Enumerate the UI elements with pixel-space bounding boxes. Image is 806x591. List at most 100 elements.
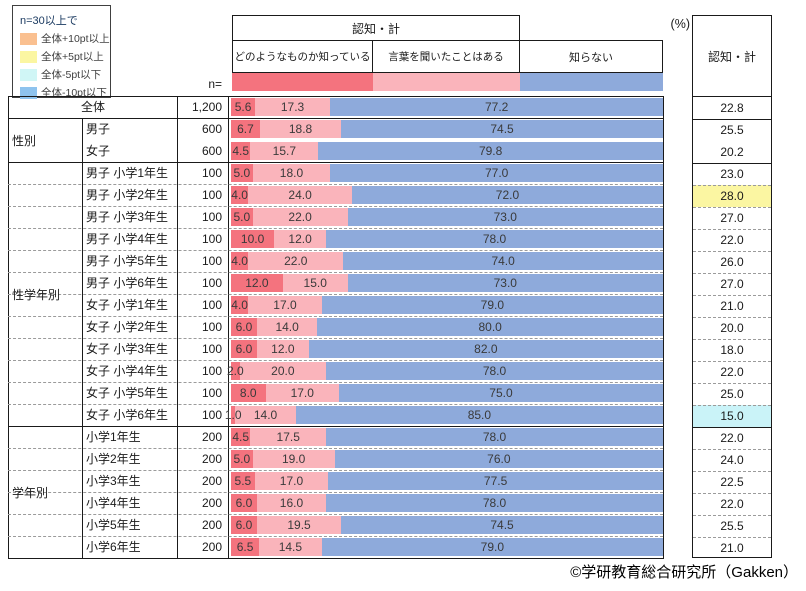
total-value-cell: 27.0 <box>720 211 744 225</box>
bar-segment-unknown: 77.0 <box>330 164 663 182</box>
total-value-cell: 23.0 <box>720 167 744 181</box>
bar-value-label: 74.5 <box>490 518 514 532</box>
row-n-value: 100 <box>201 188 222 202</box>
total-value-cell: 20.0 <box>720 321 744 335</box>
bar-segment-heard: 14.0 <box>235 406 296 424</box>
bar-value-label: 17.0 <box>273 298 297 312</box>
bar-value-label: 82.0 <box>474 342 498 356</box>
bar-segment-unknown: 79.8 <box>318 142 663 160</box>
row-separator <box>8 316 663 317</box>
bar-segment-heard: 17.5 <box>250 428 327 446</box>
bar-segment-unknown: 85.0 <box>295 406 663 424</box>
row-label: 男子 小学5年生 <box>86 254 169 268</box>
total-value-cell: 22.0 <box>720 365 744 379</box>
legend-swatch <box>20 68 37 81</box>
n-equals-label: n= <box>208 77 222 91</box>
row-separator <box>8 382 663 383</box>
row-label: 女子 小学5年生 <box>86 386 169 400</box>
legend-box: n=30以上で 全体+10pt以上 全体+5pt以上 全体-5pt以下 全体-10pt… <box>12 5 111 99</box>
bar-value-label: 19.0 <box>281 452 306 466</box>
row-separator <box>8 206 663 207</box>
bar-value-label: 5.5 <box>234 474 252 488</box>
total-value-cell: 22.0 <box>720 431 744 445</box>
row-separator <box>8 470 663 471</box>
bar-segment-known: 4.5 <box>231 428 251 446</box>
series-color-strip <box>232 73 663 91</box>
bar-value-label: 76.0 <box>487 452 511 466</box>
row-label: 全体 <box>80 100 105 114</box>
stacked-bar: 5.0 18.0 77.0 <box>231 164 663 182</box>
bar-value-label: 78.0 <box>482 232 507 246</box>
bar-value-label: 79.0 <box>480 540 505 554</box>
row-n-value: 200 <box>201 430 222 444</box>
stacked-bar: 6.7 18.8 74.5 <box>231 120 663 138</box>
bar-segment-heard: 18.8 <box>259 120 342 138</box>
copyright-text: ©学研教育総合研究所（Gakken） <box>570 564 798 581</box>
bar-value-label: 15.7 <box>272 144 297 158</box>
column-header-heard: 言葉を聞いたことはある <box>372 40 520 73</box>
group-label: 性別 <box>12 133 37 148</box>
row-n-value: 100 <box>201 386 222 400</box>
row-label: 女子 小学4年生 <box>86 364 169 378</box>
row-separator <box>693 207 771 208</box>
bar-segment-known: 1.0 <box>225 406 242 424</box>
total-value-cell: 25.5 <box>720 123 744 137</box>
row-n-value: 100 <box>201 320 222 334</box>
grid-line <box>663 96 664 558</box>
bar-segment-unknown: 82.0 <box>308 340 663 358</box>
row-n-value: 200 <box>201 496 222 510</box>
grid-line <box>177 96 178 558</box>
row-separator <box>8 404 663 405</box>
bar-value-label: 12.0 <box>271 342 295 356</box>
bar-value-label: 77.2 <box>484 100 509 114</box>
bar-value-label: 79.0 <box>480 298 505 312</box>
bar-segment-unknown: 74.0 <box>343 252 663 270</box>
row-n-value: 100 <box>201 166 222 180</box>
bar-value-label: 6.0 <box>235 518 253 532</box>
legend-item: 全体+10pt以上 <box>20 32 110 45</box>
strip-segment-heard <box>373 73 520 91</box>
bar-segment-heard: 14.0 <box>256 318 318 336</box>
row-n-value: 100 <box>201 364 222 378</box>
row-n-value: 100 <box>201 232 222 246</box>
row-label: 女子 小学6年生 <box>86 408 169 422</box>
bar-value-label: 24.0 <box>288 188 312 202</box>
stacked-bar: 5.0 22.0 73.0 <box>231 208 663 226</box>
bar-value-label: 15.0 <box>303 276 327 290</box>
stacked-bar: 1.0 14.0 85.0 <box>225 406 663 424</box>
total-value-cell: 25.5 <box>720 519 744 533</box>
bar-value-label: 73.0 <box>493 276 517 290</box>
bar-segment-heard: 22.0 <box>248 252 344 270</box>
grid-line <box>8 96 9 558</box>
bar-value-label: 14.5 <box>278 540 303 554</box>
bar-value-label: 16.0 <box>279 496 304 510</box>
total-value-cell: 22.8 <box>720 101 744 115</box>
row-label: 女子 <box>86 144 111 158</box>
group-label: 性学年別 <box>12 287 61 302</box>
bar-segment-unknown: 78.0 <box>326 230 663 248</box>
bar-value-label: 8.0 <box>239 386 257 400</box>
row-label: 男子 小学3年生 <box>86 210 169 224</box>
stacked-bar: 6.0 16.0 78.0 <box>231 494 663 512</box>
stacked-bar: 5.0 19.0 76.0 <box>231 450 663 468</box>
bar-value-label: 2.0 <box>226 364 244 378</box>
row-n-value: 600 <box>201 122 222 136</box>
row-label: 小学1年生 <box>86 430 141 444</box>
bar-value-label: 17.3 <box>280 100 305 114</box>
stacked-bar: 10.0 12.0 78.0 <box>231 230 663 248</box>
total-value-cell: 25.0 <box>720 387 744 401</box>
bar-segment-unknown: 77.5 <box>328 472 663 490</box>
bar-value-label: 22.0 <box>288 210 312 224</box>
bar-segment-heard: 17.0 <box>265 384 339 402</box>
row-n-value: 100 <box>201 408 222 422</box>
grid-line <box>228 96 229 558</box>
bar-segment-heard: 15.0 <box>282 274 348 292</box>
bar-value-label: 6.0 <box>235 342 253 356</box>
bar-value-label: 78.0 <box>482 496 507 510</box>
grid-line <box>8 96 664 97</box>
bar-value-label: 77.5 <box>483 474 508 488</box>
legend-swatch <box>20 50 37 63</box>
bar-segment-known: 4.0 <box>231 186 249 204</box>
bar-value-label: 72.0 <box>495 188 520 202</box>
total-value-cell: 21.0 <box>720 299 744 313</box>
